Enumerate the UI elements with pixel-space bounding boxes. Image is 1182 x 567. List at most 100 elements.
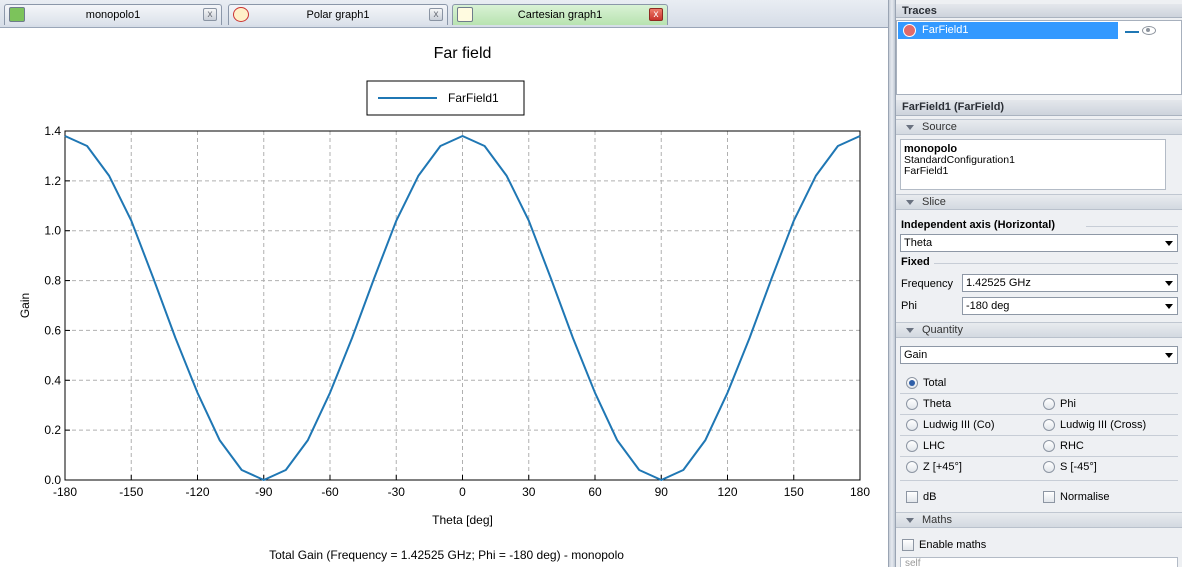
trace-properties-panel: Traces FarField1 FarField1 (FarField) So… [896, 0, 1182, 567]
divider [900, 456, 1178, 457]
db-checkbox[interactable] [906, 491, 918, 503]
radio-phi[interactable] [1043, 398, 1055, 410]
radio-theta-label: Theta [923, 398, 952, 410]
x-tick-label: -60 [321, 485, 339, 499]
phi-value: -180 deg [966, 300, 1010, 312]
tab-polar-graph1[interactable]: Polar graph1 x [228, 4, 448, 25]
source-section-toggle[interactable]: Source [896, 119, 1182, 135]
maths-section-label: Maths [922, 514, 952, 526]
quantity-select[interactable]: Gain [900, 346, 1178, 364]
normalise-checkbox[interactable] [1043, 491, 1055, 503]
document-tab-bar: monopolo1 x Polar graph1 x Cartesian gra… [0, 0, 888, 28]
chevron-down-icon [1165, 353, 1173, 358]
x-tick-label: -180 [53, 485, 77, 499]
radio-total-label: Total [923, 377, 947, 389]
radio-z45[interactable] [906, 461, 918, 473]
source-section-label: Source [922, 121, 957, 133]
x-tick-label: 60 [588, 485, 602, 499]
radio-s45-label: S [-45°] [1060, 461, 1097, 473]
chevron-down-icon [906, 328, 914, 333]
maths-expression-input[interactable]: self [900, 557, 1178, 567]
source-title: monopolo [904, 143, 958, 155]
x-tick-label: -90 [255, 485, 273, 499]
radio-z45-label: Z [+45°] [923, 461, 962, 473]
source-configuration: StandardConfiguration1 [904, 154, 1015, 166]
x-tick-label: 30 [522, 485, 536, 499]
far-field-trace-icon [903, 24, 916, 37]
traces-header: Traces [896, 4, 1182, 18]
x-tick-label: 150 [784, 485, 804, 499]
chart-caption: Total Gain (Frequency = 1.42525 GHz; Phi… [269, 548, 624, 562]
y-tick-label: 0.6 [44, 323, 61, 337]
radio-ludwig-cross-label: Ludwig III (Cross) [1060, 419, 1147, 431]
tab-cartesian-graph1[interactable]: Cartesian graph1 x [452, 4, 668, 25]
divider [934, 263, 1178, 264]
y-tick-label: 1.0 [44, 224, 61, 238]
slice-section-label: Slice [922, 196, 946, 208]
slice-section-toggle[interactable]: Slice [896, 194, 1182, 210]
x-tick-label: 180 [850, 485, 870, 499]
radio-rhc-label: RHC [1060, 440, 1084, 452]
radio-phi-label: Phi [1060, 398, 1076, 410]
far-field-chart: Far field FarField1 -180 -150 -120 -90 -60 -30 0… [18, 45, 870, 562]
trace-item-farfield1[interactable]: FarField1 [898, 22, 1118, 39]
radio-ludwig-co[interactable] [906, 419, 918, 431]
x-tick-label: 0 [459, 485, 466, 499]
3d-view-icon [9, 7, 25, 22]
divider [900, 414, 1178, 415]
chevron-down-icon [1165, 281, 1173, 286]
cartesian-graph-icon [457, 7, 473, 22]
traces-list: FarField1 [896, 20, 1182, 95]
radio-ludwig-cross[interactable] [1043, 419, 1055, 431]
chevron-down-icon [906, 125, 914, 130]
chevron-down-icon [906, 200, 914, 205]
frequency-value: 1.42525 GHz [966, 277, 1031, 289]
y-tick-label: 0.8 [44, 274, 61, 288]
quantity-section-toggle[interactable]: Quantity [896, 322, 1182, 338]
panel-splitter[interactable] [888, 0, 896, 567]
series-line-farfield1 [64, 135, 861, 481]
source-info: monopolo StandardConfiguration1 FarField… [900, 139, 1166, 190]
trace-properties-header: FarField1 (FarField) [896, 100, 1182, 116]
divider [900, 480, 1178, 481]
source-request: FarField1 [904, 165, 949, 177]
chevron-down-icon [1165, 241, 1173, 246]
frequency-select[interactable]: 1.42525 GHz [962, 274, 1178, 292]
close-icon[interactable]: x [429, 8, 443, 21]
phi-select[interactable]: -180 deg [962, 297, 1178, 315]
enable-maths-checkbox[interactable] [902, 539, 914, 551]
chart-title: Far field [434, 45, 492, 62]
chevron-down-icon [906, 518, 914, 523]
fixed-label: Fixed [901, 256, 930, 268]
x-axis-label: Theta [deg] [432, 513, 493, 527]
maths-section-toggle[interactable]: Maths [896, 512, 1182, 528]
phi-label: Phi [901, 300, 917, 312]
close-icon[interactable]: x [203, 8, 217, 21]
y-tick-label: 0.4 [44, 373, 61, 387]
quantity-value: Gain [904, 349, 928, 361]
radio-lhc-label: LHC [923, 440, 946, 452]
radio-rhc[interactable] [1043, 440, 1055, 452]
chevron-down-icon [1165, 304, 1173, 309]
frequency-label: Frequency [901, 278, 953, 290]
radio-theta[interactable] [906, 398, 918, 410]
radio-total[interactable] [906, 377, 918, 389]
quantity-section-label: Quantity [922, 324, 963, 336]
radio-s45[interactable] [1043, 461, 1055, 473]
independent-axis-label: Independent axis (Horizontal) [901, 219, 1056, 231]
polar-graph-icon [233, 7, 249, 22]
divider [900, 393, 1178, 394]
independent-axis-value: Theta [904, 237, 933, 249]
x-tick-label: -30 [388, 485, 406, 499]
radio-ludwig-co-label: Ludwig III (Co) [923, 419, 995, 431]
normalise-checkbox-label: Normalise [1060, 491, 1110, 503]
radio-lhc[interactable] [906, 440, 918, 452]
independent-axis-select[interactable]: Theta [900, 234, 1178, 252]
tab-label: monopolo1 [85, 9, 141, 21]
tab-monopolo1[interactable]: monopolo1 x [4, 4, 222, 25]
trace-label: FarField1 [922, 24, 969, 36]
eye-icon[interactable] [1142, 26, 1156, 35]
close-icon[interactable]: x [649, 8, 663, 21]
legend-label-farfield1: FarField1 [448, 91, 499, 105]
y-tick-label: 0.2 [44, 423, 61, 437]
